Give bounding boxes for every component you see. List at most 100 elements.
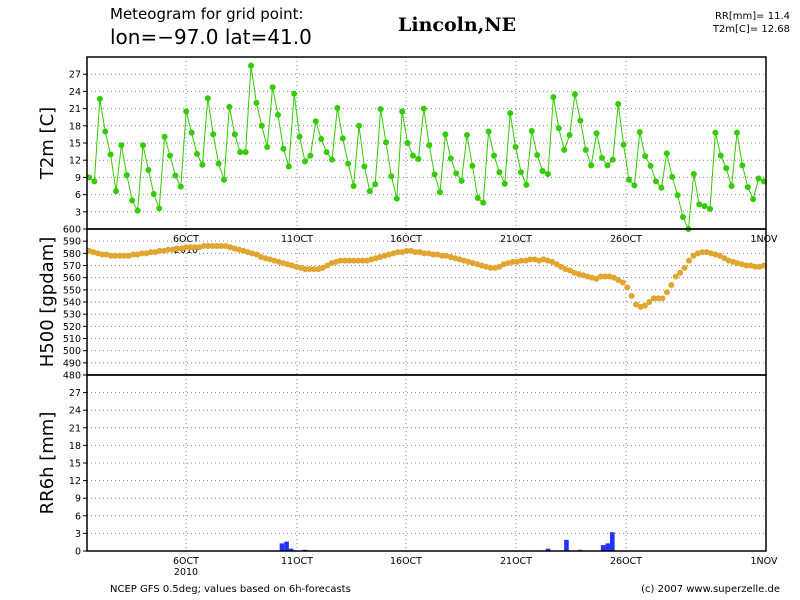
- footer-source-note: NCEP GFS 0.5deg; values based on 6h-fore…: [110, 584, 351, 595]
- t2m-point: [323, 149, 330, 156]
- precip-total-stat: RR[mm]= 11.4: [714, 11, 790, 22]
- h500-point: [633, 301, 640, 308]
- t2m-point: [334, 105, 341, 112]
- y-tick-label: 560: [63, 273, 81, 284]
- h500-point: [566, 267, 573, 274]
- h500-point: [183, 244, 190, 251]
- h500-point: [553, 261, 560, 268]
- t2m-point: [680, 213, 686, 220]
- t2m-point: [215, 160, 222, 167]
- t2m-point: [534, 152, 541, 159]
- t2m-point: [318, 135, 325, 142]
- t2m-point: [183, 108, 190, 115]
- t2m-point: [669, 173, 676, 180]
- t2m-point: [91, 178, 98, 185]
- rr6h-bar: [284, 541, 289, 551]
- y-tick-label: 18: [69, 441, 81, 452]
- t2m-point: [177, 183, 184, 190]
- t2m-point: [507, 110, 514, 117]
- t2m-point: [356, 122, 362, 129]
- t2m-point: [248, 62, 254, 69]
- y-tick-label: 27: [69, 70, 81, 81]
- h500-point: [487, 264, 494, 271]
- t2m-point: [161, 133, 168, 140]
- t2m-point: [696, 201, 703, 208]
- t2m-point: [253, 99, 260, 106]
- t2m-point: [528, 127, 535, 134]
- h500-point: [165, 246, 172, 253]
- t2m-point: [329, 156, 335, 163]
- y-tick-label: 0: [75, 547, 81, 558]
- t2m-point: [474, 195, 481, 202]
- t2m-point: [296, 133, 303, 140]
- t2m-point: [518, 169, 524, 176]
- h500-point: [624, 284, 631, 291]
- y-tick-label: 24: [69, 406, 81, 417]
- t2m-point: [194, 150, 200, 157]
- panel-frame: [86, 374, 767, 552]
- h500-point: [558, 263, 565, 270]
- h500-point: [99, 251, 106, 258]
- rr6h-bar: [545, 548, 551, 551]
- h500-point: [619, 279, 626, 286]
- t2m-point: [399, 108, 406, 115]
- footer-copyright: (c) 2007 www.superzelle.de: [641, 584, 780, 595]
- x-tick-label: 1NOV: [751, 234, 778, 245]
- t2m-point: [415, 156, 422, 163]
- t2m-point: [383, 139, 389, 146]
- y-tick-label: 6: [75, 190, 81, 201]
- t2m-point: [285, 163, 292, 170]
- h500-point: [690, 252, 697, 259]
- t2m-point: [501, 180, 508, 187]
- t2m-point: [615, 101, 622, 108]
- t2m-point: [572, 91, 578, 98]
- t2m-point: [269, 84, 276, 91]
- y-tick-label: 21: [69, 423, 81, 434]
- t2m-point: [464, 131, 470, 138]
- t2m-point: [701, 203, 708, 210]
- h500-point: [191, 244, 198, 251]
- t2m-point: [636, 129, 643, 136]
- t2m-point: [426, 142, 433, 149]
- y-tick-label: 510: [63, 334, 81, 345]
- y-tick-label: 9: [75, 494, 81, 505]
- t2m-point: [258, 122, 265, 129]
- h500-point: [421, 250, 428, 257]
- h500-point: [337, 257, 344, 264]
- h500-point: [412, 249, 419, 256]
- h500-point: [677, 269, 684, 276]
- t2m-point: [145, 166, 152, 173]
- t2m-point: [372, 181, 379, 188]
- h500-point: [716, 252, 723, 259]
- y-tick-label: 12: [69, 156, 81, 167]
- t2m-point: [204, 95, 211, 102]
- y-tick-label: 540: [63, 298, 81, 309]
- y-axis-label: H500 [gpdam]: [37, 237, 58, 368]
- y-tick-label: 15: [69, 139, 81, 150]
- t2m-point: [717, 152, 724, 159]
- t2m-point: [172, 172, 179, 179]
- t2m-point: [485, 128, 492, 135]
- t2m-point: [539, 168, 546, 175]
- t2m-point: [728, 183, 735, 189]
- h500-point: [668, 281, 675, 288]
- h500-point: [721, 255, 728, 262]
- t2m-point: [599, 154, 605, 161]
- h500-point: [672, 273, 679, 280]
- t2m-point: [744, 184, 751, 191]
- x-tick-label: 16OCT: [390, 556, 422, 567]
- t2m-point: [242, 149, 249, 156]
- h500-point: [641, 302, 648, 309]
- h500-point: [394, 249, 401, 256]
- t2m-point: [647, 162, 654, 169]
- h500-point: [355, 257, 362, 264]
- h500-point: [138, 250, 145, 257]
- x-tick-label: 11OCT: [281, 234, 313, 245]
- t2m-point: [582, 146, 589, 153]
- h500-point: [509, 258, 516, 265]
- t2m-point: [221, 176, 227, 183]
- y-tick-label: 12: [69, 476, 81, 487]
- h500-point: [430, 251, 437, 258]
- t2m-point: [366, 188, 373, 195]
